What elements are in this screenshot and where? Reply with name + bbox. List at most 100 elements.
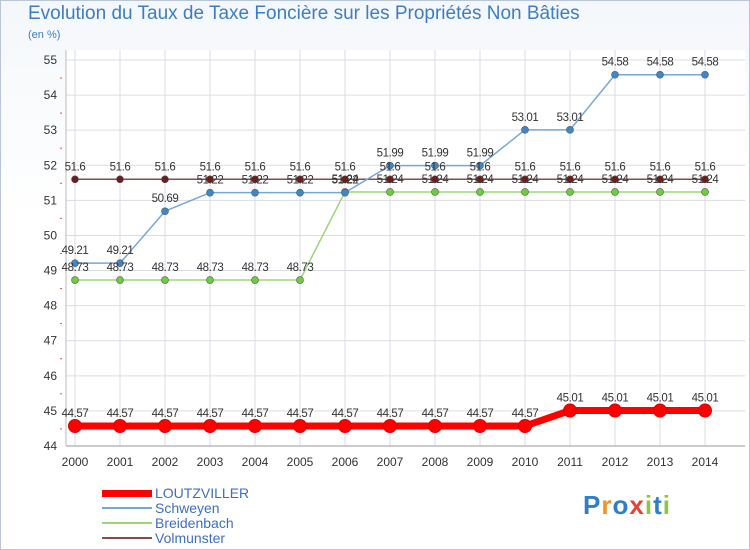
logo-letter: r	[601, 490, 613, 520]
data-label-schweyen: 51.22	[242, 175, 269, 187]
data-point-volmunster	[611, 175, 619, 184]
legend-item-volmunster: Volmunster	[102, 530, 225, 546]
data-point-breidenbach	[206, 276, 214, 284]
data-point-loutzviller	[428, 418, 442, 433]
data-label-volmunster: 51.6	[155, 161, 176, 173]
data-point-volmunster	[566, 175, 574, 184]
data-point-breidenbach	[476, 188, 484, 196]
x-tick-label: 2014	[692, 455, 719, 469]
data-point-breidenbach	[296, 276, 304, 284]
legend-swatch-breidenbach	[102, 522, 152, 524]
data-label-breidenbach: 51.24	[332, 174, 360, 186]
x-tick-label: 2001	[107, 455, 134, 469]
logo-letter: P	[583, 490, 602, 520]
data-point-loutzviller	[473, 418, 487, 433]
data-point-schweyen	[701, 70, 709, 79]
data-point-volmunster	[386, 175, 394, 184]
data-label-loutzviller: 44.57	[422, 408, 449, 420]
data-point-volmunster	[296, 175, 304, 184]
data-label-volmunster: 51.6	[335, 161, 356, 173]
logo-letter: t	[653, 490, 663, 520]
x-tick-label: 2012	[602, 455, 629, 469]
data-label-volmunster: 51.6	[65, 161, 86, 173]
data-point-schweyen	[431, 161, 439, 170]
x-tick-label: 2013	[647, 455, 674, 469]
data-point-loutzviller	[68, 418, 82, 433]
legend-label-volmunster: Volmunster	[155, 530, 226, 546]
data-label-volmunster: 51.6	[290, 161, 311, 173]
data-point-volmunster	[161, 175, 169, 184]
x-tick-label: 2003	[197, 455, 224, 469]
data-point-breidenbach	[701, 188, 709, 196]
y-tick-label: 55	[44, 53, 58, 67]
data-label-volmunster: 51.6	[560, 161, 581, 173]
data-label-loutzviller: 45.01	[647, 393, 674, 405]
x-tick-label: 2000	[62, 455, 89, 469]
data-label-breidenbach: 48.73	[107, 262, 134, 274]
data-point-volmunster	[206, 175, 214, 184]
data-label-schweyen: 53.01	[557, 112, 584, 124]
data-label-volmunster: 51.6	[425, 161, 446, 173]
data-point-schweyen	[386, 161, 394, 170]
y-tick-label: 44	[44, 439, 58, 453]
y-tick-label: 53	[44, 123, 58, 137]
data-point-volmunster	[251, 175, 259, 184]
data-point-schweyen	[521, 126, 529, 134]
data-point-breidenbach	[161, 276, 169, 284]
logo-letter: i	[662, 490, 671, 520]
data-label-loutzviller: 44.57	[287, 408, 314, 420]
data-point-loutzviller	[698, 403, 712, 418]
data-label-loutzviller: 44.57	[377, 408, 404, 420]
data-point-schweyen	[566, 126, 574, 134]
data-label-breidenbach: 48.73	[62, 262, 89, 274]
data-label-loutzviller: 44.57	[242, 408, 269, 420]
data-label-loutzviller: 44.57	[107, 408, 134, 420]
data-label-schweyen: 53.01	[512, 112, 539, 124]
x-tick-label: 2006	[332, 455, 359, 469]
legend-swatch-volmunster	[102, 537, 152, 539]
data-label-breidenbach: 51.24	[557, 174, 585, 186]
data-point-breidenbach	[116, 276, 124, 284]
data-point-schweyen	[656, 70, 664, 79]
data-point-schweyen	[341, 188, 349, 197]
data-label-breidenbach: 48.73	[287, 262, 314, 274]
data-label-breidenbach: 48.73	[242, 262, 269, 274]
legend-label-loutzviller: LOUTZVILLER	[155, 485, 250, 501]
data-label-loutzviller: 45.01	[602, 393, 629, 405]
data-label-schweyen: 51.99	[422, 148, 449, 160]
data-point-breidenbach	[566, 188, 574, 196]
data-label-breidenbach: 51.24	[692, 174, 720, 186]
data-point-breidenbach	[656, 188, 664, 196]
data-label-volmunster: 51.6	[650, 161, 671, 173]
data-label-loutzviller: 44.57	[467, 408, 494, 420]
data-label-loutzviller: 44.57	[152, 408, 179, 420]
data-label-volmunster: 51.6	[470, 161, 491, 173]
data-point-schweyen	[206, 188, 214, 197]
y-tick-label: 47	[44, 334, 58, 348]
x-tick-label: 2004	[242, 455, 269, 469]
data-point-volmunster	[701, 175, 709, 184]
data-point-schweyen	[476, 161, 484, 170]
data-label-breidenbach: 48.73	[152, 262, 179, 274]
legend-swatch-loutzviller	[102, 489, 152, 497]
data-point-volmunster	[71, 175, 79, 184]
data-point-schweyen	[611, 70, 619, 79]
data-point-volmunster	[431, 175, 439, 184]
data-label-loutzviller: 44.57	[512, 408, 539, 420]
data-label-breidenbach: 48.73	[197, 262, 224, 274]
x-tick-label: 2009	[467, 455, 494, 469]
data-point-schweyen	[71, 259, 79, 267]
data-point-loutzviller	[338, 418, 352, 433]
data-point-loutzviller	[383, 418, 397, 433]
data-point-schweyen	[251, 188, 259, 197]
data-point-breidenbach	[386, 188, 394, 196]
x-tick-label: 2008	[422, 455, 449, 469]
legend-label-schweyen: Schweyen	[155, 500, 220, 516]
data-label-volmunster: 51.6	[605, 161, 626, 173]
data-label-schweyen: 51.99	[377, 148, 404, 160]
chart-title: Evolution du Taux de Taxe Foncière sur l…	[28, 3, 580, 24]
data-label-volmunster: 51.6	[245, 161, 266, 173]
y-tick-label: 49	[44, 264, 58, 278]
data-label-schweyen: 51.22	[332, 175, 359, 187]
